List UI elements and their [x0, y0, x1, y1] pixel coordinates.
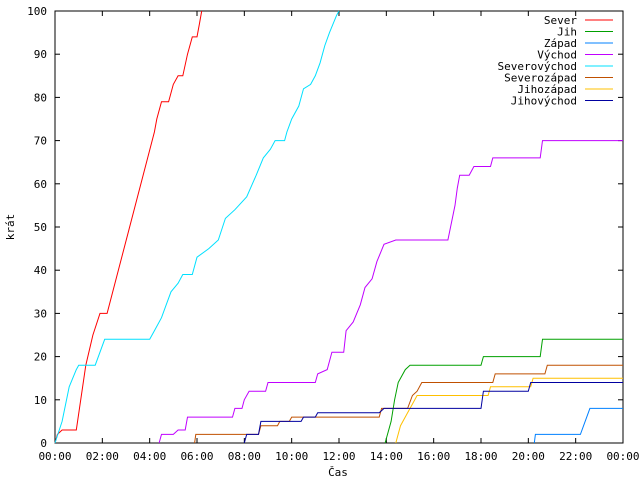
y-tick-label: 80 [34, 91, 47, 104]
x-tick-label: 18:00 [464, 450, 497, 463]
legend-label: Sever [544, 14, 577, 27]
y-tick-label: 60 [34, 178, 47, 191]
legend-label: Severozápad [504, 72, 577, 85]
y-tick-label: 0 [40, 437, 47, 450]
legend-label: Jih [557, 26, 577, 39]
y-tick-label: 90 [34, 48, 47, 61]
y-tick-label: 70 [34, 135, 47, 148]
series-line-2 [384, 338, 623, 444]
x-tick-label: 00:00 [606, 450, 639, 463]
x-tick-label: 04:00 [133, 450, 166, 463]
series-line-8 [243, 382, 623, 444]
x-tick-label: 12:00 [322, 450, 355, 463]
x-axis-label: Čas [328, 466, 348, 479]
y-tick-label: 10 [34, 394, 47, 407]
series-layer [54, 10, 623, 444]
x-tick-label: 10:00 [275, 450, 308, 463]
legend-label: Jihozápad [517, 83, 577, 96]
legend: SeverJihZápadVýchodSeverovýchodSeverozáp… [498, 14, 613, 108]
y-tick-label: 50 [34, 221, 47, 234]
y-tick-label: 100 [27, 5, 47, 18]
series-line-1 [54, 10, 203, 444]
series-line-3 [533, 407, 623, 444]
legend-label: Východ [537, 49, 577, 62]
legend-label: Severovýchod [498, 60, 577, 73]
y-tick-label: 30 [34, 307, 47, 320]
x-tick-label: 06:00 [180, 450, 213, 463]
series-line-4 [158, 140, 623, 444]
x-tick-label: 02:00 [86, 450, 119, 463]
legend-label: Západ [544, 37, 577, 50]
x-tick-label: 16:00 [417, 450, 450, 463]
x-tick-label: 22:00 [559, 450, 592, 463]
x-tick-label: 14:00 [370, 450, 403, 463]
y-tick-label: 20 [34, 351, 47, 364]
y-axis-label: krát [4, 214, 17, 241]
x-tick-label: 20:00 [512, 450, 545, 463]
x-tick-label: 08:00 [228, 450, 261, 463]
legend-label: Jihovýchod [511, 95, 577, 108]
axes: 0 10 20 30 40 50 60 70 80 90 100 00:00 02:00 04:00 06:… [27, 5, 639, 463]
x-tick-label: 00:00 [38, 450, 71, 463]
series-line-6 [194, 364, 623, 444]
y-tick-label: 40 [34, 264, 47, 277]
series-line-5 [54, 10, 340, 444]
